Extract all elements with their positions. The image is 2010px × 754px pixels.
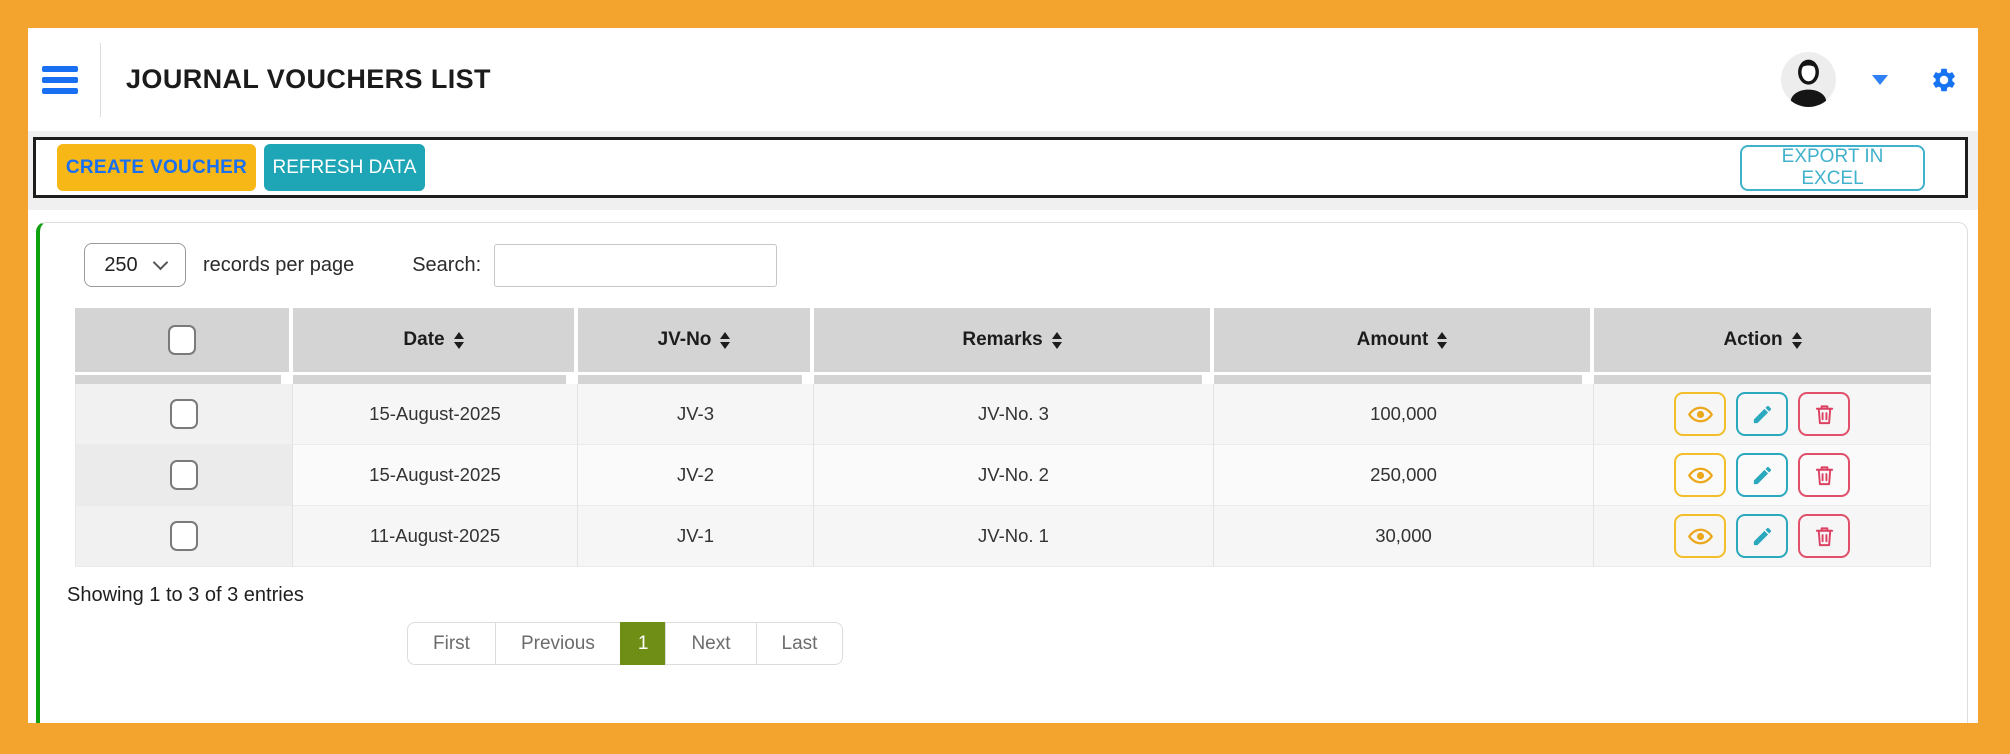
page-button-next[interactable]: Next (665, 622, 757, 665)
page-button-previous[interactable]: Previous (494, 622, 621, 665)
row-checkbox[interactable] (170, 399, 198, 429)
edit-button[interactable] (1736, 514, 1788, 558)
select-all-checkbox[interactable] (168, 325, 196, 355)
table-header-row: Date JV-No Remarks Amount Action (75, 308, 1931, 372)
header-spacer-cell (293, 375, 578, 384)
column-header-action[interactable]: Action (1594, 308, 1931, 372)
person-icon (1790, 59, 1827, 107)
eye-icon (1687, 406, 1713, 422)
column-header-label: Amount (1356, 329, 1429, 350)
date-cell: 15-August-2025 (293, 445, 578, 506)
sort-icon (1437, 331, 1448, 349)
remarks-cell: JV-No. 3 (814, 384, 1214, 445)
page-button-last[interactable]: Last (755, 622, 844, 665)
column-header-label: Remarks (962, 329, 1043, 350)
refresh-data-button[interactable]: REFRESH DATA (264, 144, 425, 191)
gear-icon[interactable] (1930, 66, 1958, 94)
remarks-cell: JV-No. 1 (814, 506, 1214, 567)
top-header: JOURNAL VOUCHERS LIST (28, 28, 1978, 131)
header-spacer-cell (578, 375, 814, 384)
export-excel-button[interactable]: EXPORT IN EXCEL (1740, 144, 1925, 191)
toolbar-band: CREATE VOUCHER REFRESH DATA EXPORT IN EX… (28, 131, 1978, 210)
header-spacer-cell (1214, 375, 1594, 384)
amount-cell: 30,000 (1214, 506, 1594, 567)
select-all-header-cell (75, 308, 293, 372)
pencil-icon (1753, 466, 1771, 484)
delete-button[interactable] (1798, 453, 1850, 497)
column-header-date[interactable]: Date (293, 308, 578, 372)
page-button-1[interactable]: 1 (619, 622, 667, 665)
page-title: JOURNAL VOUCHERS LIST (126, 64, 491, 94)
column-header-label: JV-No (657, 329, 712, 350)
sort-icon (1051, 331, 1062, 349)
table-controls: 250 records per page Search: (84, 243, 1967, 287)
vouchers-table: Date JV-No Remarks Amount Action 15-Augu… (75, 308, 1931, 567)
pagination: First Previous 1 Next Last (407, 622, 844, 665)
header-spacer-cell (1594, 375, 1931, 384)
create-voucher-button[interactable]: CREATE VOUCHER (57, 144, 256, 191)
search-label: Search: (412, 253, 482, 276)
showing-entries-text: Showing 1 to 3 of 3 entries (67, 584, 304, 606)
sort-icon (1791, 331, 1802, 349)
date-cell: 15-August-2025 (293, 384, 578, 445)
records-per-page-value: 250 (104, 253, 138, 276)
edit-button[interactable] (1736, 392, 1788, 436)
header-spacer-cell (75, 375, 293, 384)
date-cell: 11-August-2025 (293, 506, 578, 567)
sort-icon (720, 331, 731, 349)
eye-icon (1687, 528, 1713, 544)
row-checkbox[interactable] (170, 460, 198, 490)
action-cell (1594, 384, 1931, 445)
column-header-jv-no[interactable]: JV-No (578, 308, 814, 372)
row-checkbox[interactable] (170, 521, 198, 551)
pencil-icon (1753, 405, 1771, 423)
view-button[interactable] (1674, 453, 1726, 497)
table-row: 11-August-2025 JV-1 JV-No. 1 30,000 (75, 506, 1931, 567)
sort-icon (453, 331, 464, 349)
pencil-icon (1753, 527, 1771, 545)
app-window: JOURNAL VOUCHERS LIST CREATE VOUCHER RE (28, 28, 1978, 723)
table-row: 15-August-2025 JV-2 JV-No. 2 250,000 (75, 445, 1931, 506)
records-per-page-select[interactable]: 250 (84, 243, 186, 287)
trash-icon (1815, 465, 1833, 485)
row-checkbox-cell (75, 506, 293, 567)
search-input[interactable] (494, 243, 778, 287)
amount-cell: 100,000 (1214, 384, 1594, 445)
action-cell (1594, 445, 1931, 506)
row-checkbox-cell (75, 384, 293, 445)
jv-no-cell: JV-2 (578, 445, 814, 506)
table-row: 15-August-2025 JV-3 JV-No. 3 100,000 (75, 384, 1931, 445)
action-cell (1594, 506, 1931, 567)
jv-no-cell: JV-1 (578, 506, 814, 567)
header-spacer-cell (814, 375, 1214, 384)
toolbar: CREATE VOUCHER REFRESH DATA EXPORT IN EX… (33, 137, 1968, 198)
view-button[interactable] (1674, 392, 1726, 436)
remarks-cell: JV-No. 2 (814, 445, 1214, 506)
view-button[interactable] (1674, 514, 1726, 558)
eye-icon (1687, 467, 1713, 483)
column-header-label: Date (403, 329, 445, 350)
table-card: 250 records per page Search: Date JV-No … (36, 222, 1968, 723)
amount-cell: 250,000 (1214, 445, 1594, 506)
header-spacer-row (75, 375, 1931, 384)
edit-button[interactable] (1736, 453, 1788, 497)
delete-button[interactable] (1798, 514, 1850, 558)
delete-button[interactable] (1798, 392, 1850, 436)
header-divider (100, 42, 101, 117)
jv-no-cell: JV-3 (578, 384, 814, 445)
column-header-amount[interactable]: Amount (1214, 308, 1594, 372)
column-header-label: Action (1723, 329, 1783, 350)
chevron-down-icon (152, 254, 168, 271)
trash-icon (1815, 404, 1833, 424)
user-avatar[interactable] (1781, 52, 1836, 107)
hamburger-menu-icon[interactable] (42, 65, 78, 94)
row-checkbox-cell (75, 445, 293, 506)
page-button-first[interactable]: First (407, 622, 496, 665)
records-per-page-label: records per page (203, 253, 355, 276)
column-header-remarks[interactable]: Remarks (814, 308, 1214, 372)
table-body: 15-August-2025 JV-3 JV-No. 3 100,000 (75, 384, 1931, 567)
trash-icon (1815, 526, 1833, 546)
caret-down-icon[interactable] (1872, 74, 1888, 85)
